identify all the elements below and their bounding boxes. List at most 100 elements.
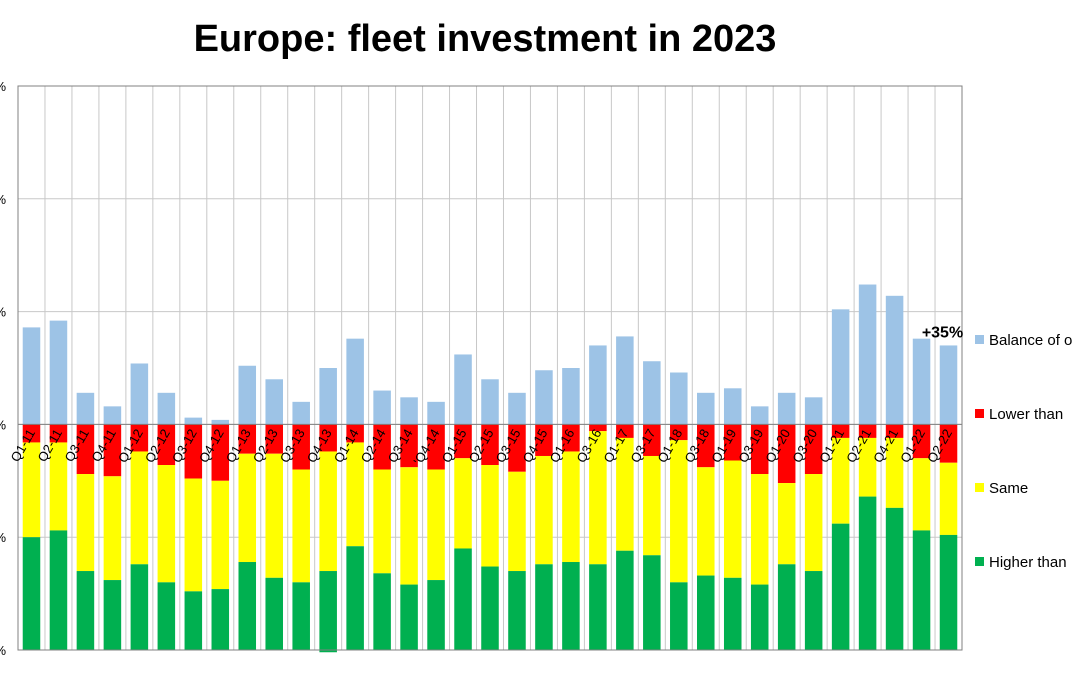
bar-segment [616,336,634,425]
legend-entry: Same [975,480,1028,497]
bar-segment [238,365,257,425]
bar-segment [130,564,149,650]
bar-segment [103,580,122,650]
bar-segment [670,440,688,583]
y-tick-label: % [0,79,6,94]
bar-segment [346,338,364,425]
bar-segment [130,363,149,425]
bar-segment [589,345,607,425]
bar-segment [346,546,364,650]
bar-segment [777,483,796,565]
bar-segment [831,523,850,650]
bar-segment [76,392,95,425]
bar-segment [858,437,877,497]
bar-segment [723,424,742,461]
bar-segment [804,397,823,425]
bar-segment [535,455,553,565]
bar-segment [157,424,176,466]
bar-segment [211,419,230,425]
bar-segment [400,424,418,468]
bar-segment [723,460,742,578]
bar-segment [777,564,796,650]
bar-segment [562,562,580,650]
bar-segment [481,566,499,650]
bar-segment [777,392,796,425]
bar-segment [292,469,310,583]
bar-segment [238,562,257,650]
bar-segment [103,406,122,425]
bar-segment [508,571,526,650]
bar-segment [454,548,472,650]
legend-label: Balance of o [989,332,1072,349]
bar-segment [49,442,68,531]
bar-segment [157,582,176,650]
y-tick-label: % [0,643,6,658]
bar-segment [858,424,877,438]
bar-segment [750,474,769,585]
bar-segment [346,442,364,547]
y-tick-label: % [0,305,6,320]
bar-segment [535,564,553,650]
bar-segment [697,424,715,468]
bar-segment [22,327,41,425]
bar-segment [211,424,230,481]
bar-segment [454,354,472,425]
bar-segment [508,392,526,425]
bar-segment [184,424,203,479]
bar-segment [76,424,95,475]
bar-segment [616,437,634,551]
bar-segment [750,424,769,475]
bar-segment [562,424,580,452]
legend-swatch [975,483,984,492]
bar-segment [697,392,715,425]
bar-segment [265,424,283,454]
bar-segment [292,401,310,425]
legend: Balance of o Lower than Same Higher than [975,332,1072,571]
legend-label: Lower than [989,406,1063,423]
bar-segment [670,372,688,425]
bar-segment [885,295,904,425]
bar-segment [22,442,41,538]
bar-segment [238,424,257,454]
bar-segment [616,550,634,650]
y-tick-label: % [0,417,6,432]
bar-segment [454,458,472,549]
bar-segment [49,320,68,425]
bar-segment [831,424,850,438]
legend-label: Higher than [989,554,1067,571]
bar-segment [508,424,526,472]
bar-segment [750,584,769,650]
legend-swatch [975,557,984,566]
bar-segment [481,465,499,567]
bar-segment [535,370,553,425]
chart-title: Europe: fleet investment in 2023 [193,18,777,60]
bar-segment [939,462,958,535]
bars [22,284,958,653]
bar-segment [427,424,445,470]
bar-segment [858,284,877,425]
bar-segment [589,424,607,432]
bar-segment [319,368,337,425]
bar-segment [211,589,230,650]
bar-segment [319,451,337,572]
legend-swatch [975,335,984,344]
bar-segment [427,401,445,425]
bar-segment [481,379,499,425]
bar-segment [211,480,230,590]
plot-border [17,85,963,651]
bar-segment [373,469,391,574]
bar-segment [184,591,203,650]
legend-entry: Balance of o [975,332,1072,349]
bar-segment [670,424,688,441]
bar-segment [373,573,391,650]
bar-segment [912,458,931,531]
bar-segment [508,471,526,572]
bar-segment [238,453,257,563]
bar-segment [643,455,661,556]
bar-segment [939,424,958,463]
bar-segment [319,571,337,653]
legend-entry: Higher than [975,554,1067,571]
bar-segment [589,431,607,565]
bar-segment [723,388,742,425]
